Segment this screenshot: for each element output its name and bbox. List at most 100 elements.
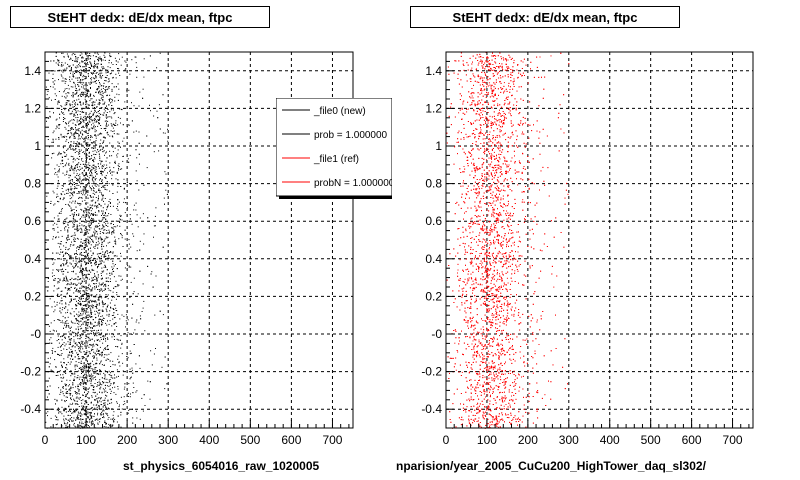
data-point bbox=[82, 425, 84, 427]
data-point bbox=[78, 175, 80, 177]
data-point bbox=[117, 339, 119, 341]
data-point bbox=[50, 200, 52, 202]
data-point bbox=[93, 228, 95, 230]
data-point bbox=[112, 127, 114, 129]
data-point bbox=[63, 223, 65, 224]
data-point bbox=[103, 140, 105, 142]
data-point bbox=[94, 121, 96, 123]
data-point bbox=[104, 284, 106, 286]
data-point bbox=[66, 325, 68, 327]
data-point bbox=[51, 342, 53, 344]
data-point bbox=[75, 426, 77, 428]
data-point bbox=[72, 218, 74, 220]
data-point bbox=[84, 353, 86, 355]
data-point bbox=[74, 159, 76, 161]
data-point bbox=[74, 214, 75, 216]
data-point bbox=[49, 115, 51, 117]
data-point bbox=[53, 229, 55, 231]
data-point bbox=[77, 266, 79, 268]
data-point bbox=[87, 404, 89, 405]
data-point bbox=[97, 240, 99, 242]
data-point bbox=[59, 246, 60, 248]
data-point bbox=[94, 202, 96, 204]
data-point bbox=[92, 196, 94, 198]
data-point bbox=[80, 197, 82, 199]
data-point bbox=[83, 379, 85, 381]
data-point bbox=[53, 320, 55, 322]
data-point bbox=[89, 418, 91, 420]
data-point bbox=[75, 131, 77, 133]
data-point bbox=[86, 156, 87, 158]
data-point bbox=[110, 390, 112, 392]
data-point bbox=[115, 298, 117, 300]
data-point bbox=[86, 365, 87, 367]
data-point bbox=[88, 305, 90, 307]
data-point bbox=[65, 140, 67, 142]
data-point bbox=[94, 407, 96, 409]
data-point bbox=[78, 393, 80, 395]
data-point bbox=[81, 280, 83, 282]
data-point bbox=[115, 286, 117, 288]
data-point bbox=[101, 320, 102, 322]
data-point bbox=[104, 120, 106, 122]
data-point bbox=[124, 229, 126, 231]
data-point bbox=[64, 109, 66, 111]
data-point bbox=[64, 407, 66, 409]
data-point bbox=[81, 267, 83, 269]
data-point bbox=[76, 119, 78, 121]
data-point bbox=[80, 283, 81, 285]
data-point bbox=[68, 164, 70, 166]
data-point bbox=[67, 316, 69, 318]
data-point bbox=[70, 334, 72, 336]
data-point bbox=[84, 62, 86, 64]
data-point bbox=[63, 270, 65, 272]
data-point bbox=[85, 366, 87, 368]
data-point bbox=[64, 336, 66, 338]
data-point bbox=[74, 343, 76, 345]
data-point bbox=[107, 236, 109, 238]
data-point bbox=[67, 289, 69, 291]
data-point bbox=[66, 379, 68, 381]
data-point bbox=[72, 93, 74, 95]
data-point bbox=[97, 134, 99, 136]
data-point bbox=[132, 303, 134, 305]
data-point bbox=[81, 209, 83, 211]
data-point bbox=[92, 253, 94, 255]
data-point bbox=[77, 226, 78, 228]
data-point bbox=[87, 135, 89, 137]
data-point bbox=[88, 75, 89, 77]
data-point bbox=[75, 67, 77, 69]
data-point bbox=[65, 312, 67, 314]
data-point bbox=[111, 231, 113, 233]
data-point bbox=[100, 88, 102, 90]
data-point bbox=[76, 173, 78, 175]
data-point bbox=[96, 72, 98, 73]
data-point bbox=[80, 362, 82, 364]
data-point bbox=[107, 399, 109, 401]
data-point bbox=[83, 74, 85, 76]
data-point bbox=[104, 354, 106, 356]
data-point bbox=[131, 367, 133, 369]
data-point bbox=[119, 214, 121, 216]
data-point bbox=[111, 408, 113, 410]
data-point bbox=[85, 67, 87, 69]
data-point bbox=[55, 95, 57, 97]
data-point bbox=[93, 126, 95, 128]
data-point bbox=[108, 385, 110, 387]
data-point bbox=[69, 257, 71, 259]
data-point bbox=[105, 255, 107, 257]
data-point bbox=[67, 280, 69, 282]
data-point bbox=[71, 271, 73, 272]
data-point bbox=[98, 167, 100, 169]
data-point bbox=[86, 360, 88, 362]
data-point bbox=[92, 189, 94, 191]
data-point bbox=[81, 221, 83, 222]
data-point bbox=[90, 308, 92, 310]
data-point bbox=[48, 72, 50, 74]
data-point bbox=[87, 287, 89, 289]
data-point bbox=[84, 225, 86, 227]
data-point bbox=[77, 202, 78, 204]
data-point bbox=[69, 312, 71, 314]
data-point bbox=[76, 92, 78, 94]
data-point bbox=[85, 383, 87, 384]
